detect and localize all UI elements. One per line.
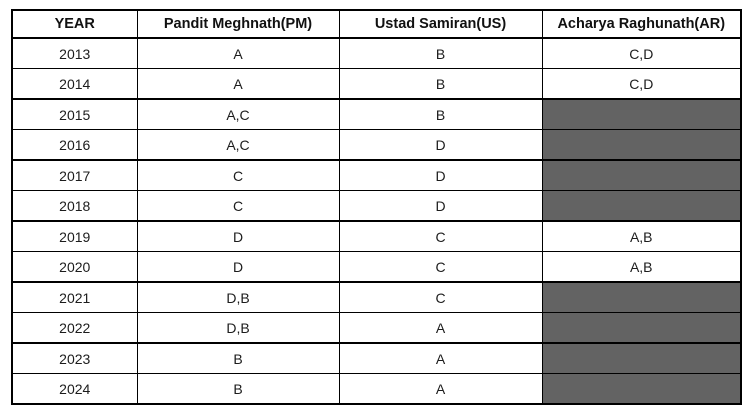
us-cell: A [338,312,543,344]
us-cell: C [338,220,543,252]
ar-cell: A,B [541,220,742,252]
pm-cell: D,B [136,312,340,344]
table-row: 2014 A B C,D [11,68,742,100]
year-cell: 2021 [11,281,138,313]
year-cell: 2013 [11,37,138,69]
us-cell: C [338,251,543,283]
pm-cell: B [136,373,340,405]
us-cell: D [338,159,543,191]
table-row: 2017 C D [11,159,742,191]
year-cell: 2017 [11,159,138,191]
table-row: 2020 D C A,B [11,251,742,283]
us-cell: B [338,68,543,100]
pm-cell: C [136,190,340,222]
table-row: 2022 D,B A [11,312,742,344]
year-cell: 2019 [11,220,138,252]
table-row: 2016 A,C D [11,129,742,161]
table-row: 2024 B A [11,373,742,405]
ar-cell: C,D [541,37,742,69]
table-row: 2018 C D [11,190,742,222]
us-cell: D [338,129,543,161]
year-cell: 2016 [11,129,138,161]
pm-cell: C [136,159,340,191]
ar-cell [541,312,742,344]
col-header-ar: Acharya Raghunath(AR) [541,9,742,39]
ar-cell: C,D [541,68,742,100]
year-cell: 2020 [11,251,138,283]
year-cell: 2023 [11,342,138,374]
table-body: 2013 A B C,D 2014 A B C,D 2015 A,C B 201… [11,37,742,405]
col-header-us: Ustad Samiran(US) [338,9,543,39]
ar-cell [541,342,742,374]
pm-cell: A [136,37,340,69]
year-cell: 2018 [11,190,138,222]
header-row: YEAR Pandit Meghnath(PM) Ustad Samiran(U… [11,9,742,39]
table-row: 2013 A B C,D [11,37,742,69]
table-header: YEAR Pandit Meghnath(PM) Ustad Samiran(U… [11,9,742,39]
us-cell: B [338,98,543,130]
us-cell: A [338,342,543,374]
us-cell: B [338,37,543,69]
year-cell: 2022 [11,312,138,344]
ar-cell [541,159,742,191]
pm-cell: A,C [136,98,340,130]
pm-cell: A,C [136,129,340,161]
pm-cell: D [136,220,340,252]
ar-cell [541,373,742,405]
us-cell: A [338,373,543,405]
us-cell: C [338,281,543,313]
col-header-pm: Pandit Meghnath(PM) [136,9,340,39]
ar-cell [541,129,742,161]
year-cell: 2024 [11,373,138,405]
pm-cell: A [136,68,340,100]
ar-cell: A,B [541,251,742,283]
pm-cell: D,B [136,281,340,313]
performance-table: YEAR Pandit Meghnath(PM) Ustad Samiran(U… [11,9,742,405]
table-row: 2023 B A [11,342,742,374]
year-cell: 2015 [11,98,138,130]
ar-cell [541,281,742,313]
pm-cell: B [136,342,340,374]
table-row: 2019 D C A,B [11,220,742,252]
pm-cell: D [136,251,340,283]
year-cell: 2014 [11,68,138,100]
table-row: 2015 A,C B [11,98,742,130]
ar-cell [541,98,742,130]
us-cell: D [338,190,543,222]
col-header-year: YEAR [11,9,138,39]
ar-cell [541,190,742,222]
table-row: 2021 D,B C [11,281,742,313]
